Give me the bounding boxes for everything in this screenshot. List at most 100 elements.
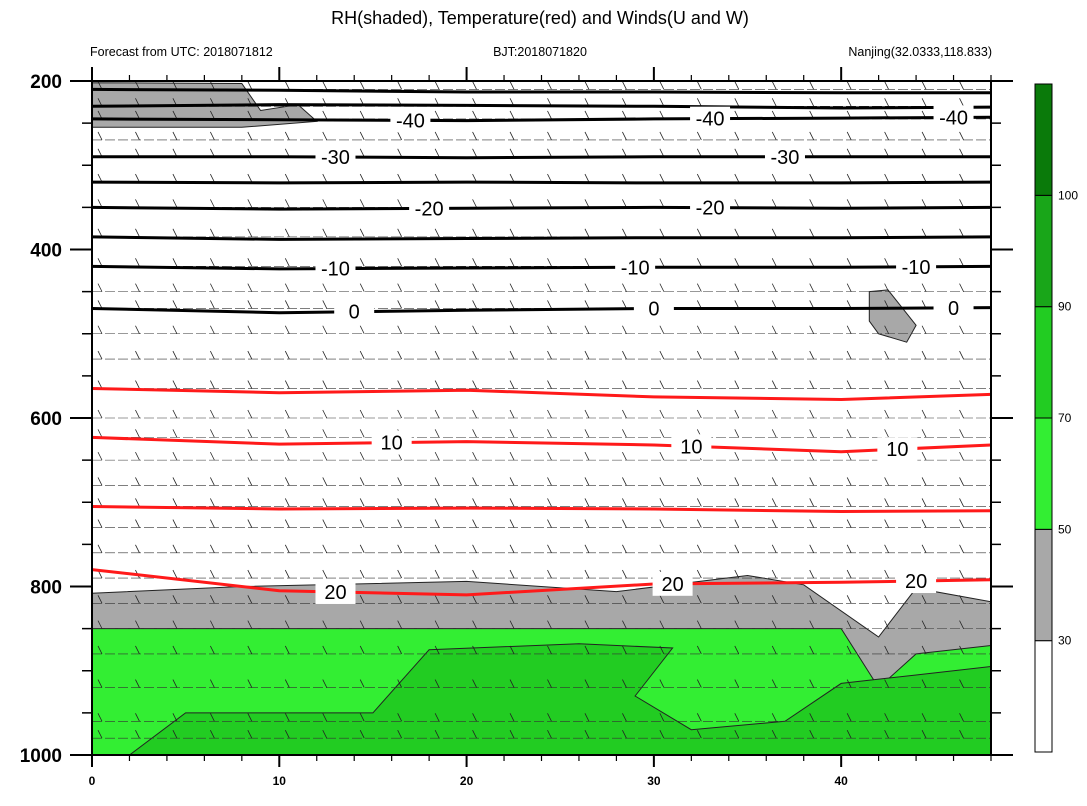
wind-barb (247, 429, 253, 438)
wind-barb (771, 409, 777, 419)
wind-barb (434, 110, 440, 120)
wind-barb (622, 498, 627, 507)
wind-barb (97, 350, 103, 360)
wind-barb (210, 569, 215, 579)
wind-barb (397, 81, 403, 90)
wind-barb (172, 620, 178, 629)
wind-barb (659, 409, 665, 419)
wind-barb (846, 477, 852, 486)
wind-barb (771, 498, 777, 507)
wind-barb (547, 519, 552, 528)
wind-barb (472, 429, 477, 438)
wind-barb (472, 350, 477, 360)
wind-barb (434, 544, 440, 553)
wind-barb (884, 173, 889, 183)
wind-barb (734, 228, 740, 238)
contour-label--10-1: -10 (621, 257, 650, 279)
wind-barb (959, 620, 964, 629)
wind-barb (809, 380, 815, 389)
wind-barb (359, 258, 365, 267)
x-tick-label: 40 (834, 774, 848, 788)
wind-barb (172, 679, 178, 688)
wind-barb (846, 645, 852, 655)
wind-barb (884, 544, 889, 553)
colorbar-label: 70 (1058, 411, 1072, 425)
wind-barb (472, 300, 477, 309)
wind-barb (322, 645, 328, 655)
wind-barb (509, 228, 515, 238)
wind-barb (696, 569, 702, 579)
wind-barb (696, 544, 702, 553)
wind-barb (210, 199, 215, 208)
wind-barb (509, 173, 515, 183)
wind-barb (247, 409, 253, 419)
wind-barb (284, 544, 290, 553)
wind-barb (771, 350, 777, 360)
wind-barb (809, 477, 815, 486)
wind-barb (622, 380, 627, 389)
wind-barb (135, 173, 140, 183)
wind-barb (434, 498, 440, 507)
wind-barb (210, 110, 215, 120)
wind-barb (734, 258, 740, 267)
wind-barb (97, 409, 103, 419)
wind-barb (884, 325, 889, 334)
wind-barb (172, 451, 178, 461)
wind-barb (97, 380, 103, 389)
wind-barb (734, 350, 740, 360)
wind-barb (997, 545, 1001, 553)
wind-barb (397, 199, 403, 208)
wind-barb (434, 300, 440, 309)
wind-barb (172, 595, 178, 604)
subtitle-right: Nanjing(32.0333,118.833) (848, 45, 992, 59)
wind-barb (696, 380, 702, 389)
wind-barb (659, 81, 665, 90)
wind-barb (622, 569, 627, 579)
colorbar-segment (1034, 528, 1053, 642)
temperature-line-4 (92, 387, 991, 401)
wind-barb (472, 325, 477, 334)
wind-barb (247, 283, 253, 292)
wind-barb (997, 258, 1001, 266)
wind-barb (322, 300, 328, 309)
temperature-contour-10 (92, 435, 991, 454)
wind-barb (434, 645, 440, 655)
wind-barb (771, 131, 777, 141)
wind-barb (434, 569, 440, 579)
wind-barb (434, 620, 440, 629)
wind-barb (809, 199, 815, 208)
wind-barb (359, 645, 365, 655)
contour-label-box (409, 196, 450, 221)
wind-barb (921, 645, 927, 655)
wind-barb (921, 544, 927, 553)
wind-barb (284, 713, 290, 722)
wind-barb (809, 131, 815, 141)
wind-barb (771, 228, 777, 238)
contour-label-box (633, 296, 674, 321)
wind-barb (509, 258, 515, 267)
wind-barb (622, 81, 627, 90)
wind-barb (959, 595, 964, 604)
rh-region-4 (128, 643, 991, 755)
y-tick-label: 400 (30, 241, 62, 262)
wind-barb (584, 429, 590, 438)
wind-barb (997, 410, 1001, 418)
wind-barb (696, 477, 702, 486)
wind-barb (846, 98, 852, 107)
wind-barb (135, 350, 140, 360)
wind-barb (472, 148, 477, 158)
wind-barb (997, 477, 1001, 485)
contour-label-0-0: 0 (349, 302, 360, 324)
wind-barb (210, 380, 215, 389)
contour-label-box (764, 144, 805, 169)
wind-barb (359, 131, 365, 141)
wind-barb (397, 228, 403, 238)
wind-barb (771, 258, 777, 267)
wind-barb (959, 451, 964, 461)
wind-barb (472, 569, 477, 579)
wind-barb (284, 81, 290, 90)
wind-barb (659, 429, 665, 438)
contour-label-10-2: 10 (886, 439, 908, 461)
wind-barb (584, 350, 590, 360)
